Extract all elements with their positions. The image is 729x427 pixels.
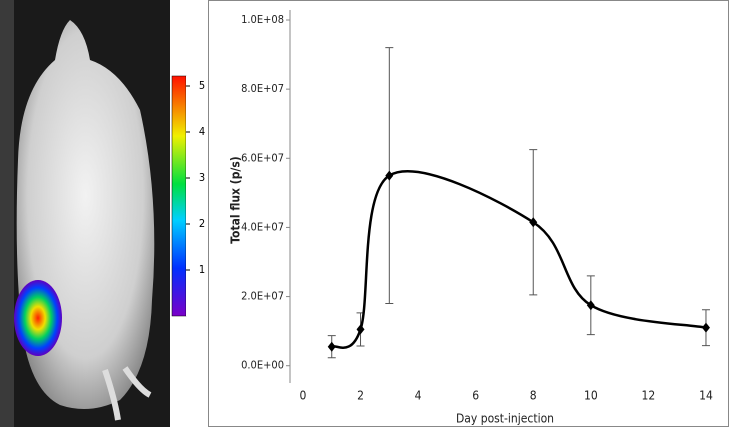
point (385, 170, 394, 181)
colorbar-label: 4 (199, 125, 205, 138)
x-tick-label: 14 (699, 389, 713, 403)
colorbar-label-area (186, 76, 208, 316)
point (327, 341, 336, 352)
x-axis-label: Day post-injection (456, 412, 554, 426)
y-axis-label: Total flux (p/s) (229, 156, 243, 244)
y-tick-label: 4.0E+07 (241, 220, 284, 233)
colorbar-gradient (171, 75, 187, 317)
mouse-legs (102, 366, 152, 421)
x-tick-label: 12 (642, 389, 656, 403)
image-edge (0, 0, 14, 427)
chart-frame (208, 0, 729, 427)
point (529, 217, 538, 228)
x-tick-label: 6 (472, 389, 479, 403)
x-tick-label: 10 (584, 389, 598, 403)
mouse-image (0, 0, 170, 427)
colorbar: 5 4 3 2 1 (171, 75, 208, 317)
y-tick-label: 1.0E+08 (241, 13, 284, 26)
x-tick-label: 0 (300, 389, 307, 403)
colorbar-label: 2 (199, 217, 205, 230)
point (586, 300, 595, 311)
x-tick-label: 4 (415, 389, 422, 403)
x-tick-label: 8 (530, 389, 537, 403)
y-tick-label: 0.0E+00 (241, 359, 284, 372)
point (701, 322, 710, 333)
colorbar-label: 5 (199, 79, 205, 92)
y-tick-label: 6.0E+07 (241, 151, 284, 164)
signal-blob (14, 280, 62, 356)
y-tick-label: 2.0E+07 (241, 290, 284, 303)
point (356, 324, 365, 335)
colorbar-label: 1 (199, 263, 205, 276)
x-tick-label: 2 (357, 389, 364, 403)
colorbar-label: 3 (199, 171, 205, 184)
y-tick-label: 8.0E+07 (241, 82, 284, 95)
